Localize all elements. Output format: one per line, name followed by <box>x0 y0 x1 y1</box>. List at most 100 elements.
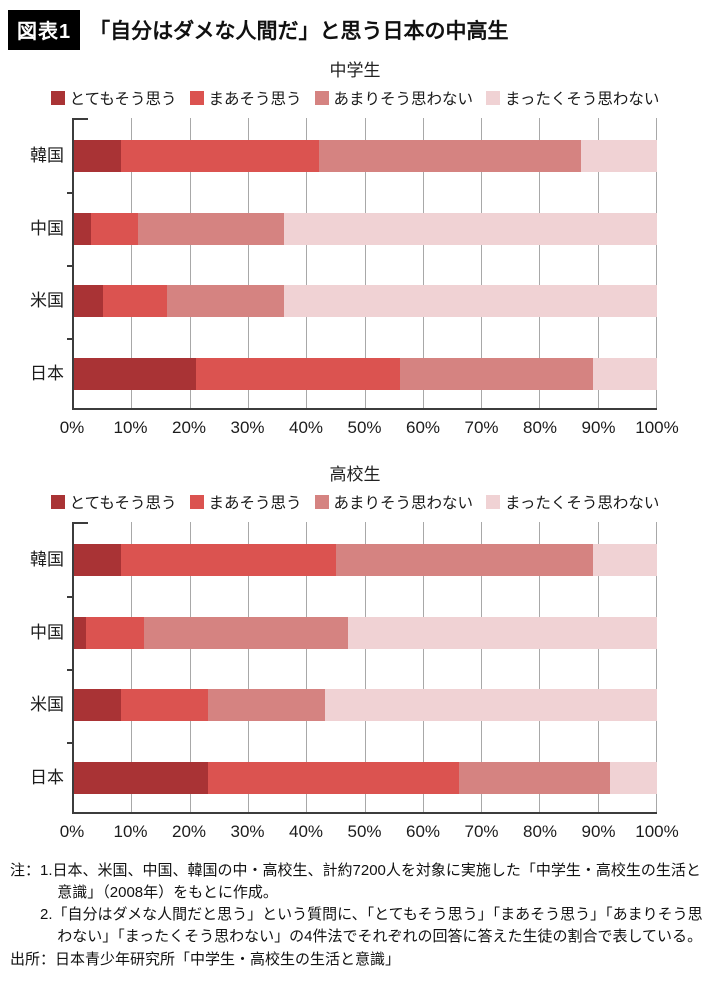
category-label-日本: 日本 <box>30 364 64 383</box>
bar-row-韓国 <box>74 544 657 576</box>
gridline-10 <box>131 522 133 812</box>
chart-high-school: 高校生 とてもそう思う まあそう思う あまりそう思わない まったくそう思わない 韓国中… <box>0 460 710 852</box>
gridline-20 <box>189 522 191 812</box>
figure-number-tag: 図表1 <box>8 10 81 50</box>
gridline-20 <box>189 118 191 408</box>
legend-swatch-icon <box>314 91 329 105</box>
category-label-米国: 米国 <box>30 291 64 310</box>
bar-row-日本 <box>74 358 657 390</box>
note-items: 1.日本、米国、中国、韓国の中・高校生、計約7200人を対象に実施した「中学生・… <box>40 860 704 948</box>
plot-wrap: 韓国 中国 米国 日本 0% 10% 20% 30% 40% 50% 60% 70% 80% 90% 10… <box>0 118 710 448</box>
bar-row-米国 <box>74 689 657 721</box>
bar-segment-日本-1 <box>74 762 209 794</box>
gridline-90 <box>597 118 599 408</box>
x-axis-label-60: 60% <box>405 822 441 841</box>
legend-swatch-icon <box>189 91 204 105</box>
legend-item-3: あまりそう思わない <box>314 491 474 513</box>
gridline-100 <box>656 522 657 812</box>
x-axis-label-0: 0% <box>59 822 85 841</box>
legend-swatch-icon <box>486 91 501 105</box>
bar-segment-韓国-1 <box>74 140 121 172</box>
legend-label: あまりそう思わない <box>333 495 474 512</box>
category-label-米国: 米国 <box>30 695 64 714</box>
legend-label: まあそう思う <box>208 495 302 512</box>
x-axis-label-10: 10% <box>113 822 148 841</box>
note-prefix: 注： <box>10 862 41 879</box>
x-axis-label-90: 90% <box>581 822 616 841</box>
bar-segment-日本-1 <box>74 358 197 390</box>
x-axis-label-50: 50% <box>347 822 382 841</box>
x-axis-label-100: 100% <box>635 822 679 841</box>
bar-segment-中国-2 <box>85 617 144 649</box>
category-label-韓国: 韓国 <box>30 146 64 165</box>
y-axis-tick-3 <box>67 742 74 744</box>
legend-swatch-icon <box>50 495 65 509</box>
note-item-2: 2.「自分はダメな人間だと思う」という質問に、「とてもそう思う」「まあそう思う」… <box>40 906 703 946</box>
legend: とてもそう思う まあそう思う あまりそう思わない まったくそう思わない <box>0 87 710 109</box>
bar-segment-日本-4 <box>592 358 657 390</box>
legend-item-1: とてもそう思う <box>50 491 177 513</box>
bar-row-日本 <box>74 762 657 794</box>
bar-segment-日本-4 <box>610 762 657 794</box>
category-label-韓国: 韓国 <box>30 550 64 569</box>
x-axis-label-80: 80% <box>522 822 558 841</box>
gridline-80 <box>539 118 541 408</box>
y-axis-top-cap <box>72 118 88 120</box>
x-axis-label-90: 90% <box>581 418 616 437</box>
bar-segment-韓国-4 <box>581 140 657 172</box>
legend-item-4: まったくそう思わない <box>486 491 659 513</box>
legend-item-3: あまりそう思わない <box>314 87 474 109</box>
bar-segment-中国-4 <box>283 213 657 245</box>
bar-segment-米国-2 <box>103 285 168 317</box>
x-axis-label-100: 100% <box>635 418 679 437</box>
bar-segment-米国-1 <box>74 689 121 721</box>
x-axis-label-70: 70% <box>464 418 499 437</box>
legend-swatch-icon <box>189 495 204 509</box>
legend-label: まあそう思う <box>208 91 302 108</box>
bar-segment-中国-2 <box>91 213 139 245</box>
x-axis-label-0: 0% <box>59 418 85 437</box>
bar-segment-韓国-2 <box>120 544 337 576</box>
legend-label: とてもそう思う <box>69 91 177 108</box>
gridline-60 <box>422 522 424 812</box>
bar-segment-日本-3 <box>458 762 611 794</box>
gridline-10 <box>131 118 133 408</box>
bar-segment-中国-1 <box>74 213 92 245</box>
legend-swatch-icon <box>314 495 329 509</box>
bar-row-中国 <box>74 617 657 649</box>
gridline-90 <box>597 522 599 812</box>
bar-row-中国 <box>74 213 657 245</box>
legend: とてもそう思う まあそう思う あまりそう思わない まったくそう思わない <box>0 491 710 513</box>
gridline-100 <box>656 118 657 408</box>
x-axis-label-70: 70% <box>464 822 499 841</box>
gridline-50 <box>364 522 366 812</box>
gridline-40 <box>306 522 308 812</box>
chart-middle-school: 中学生 とてもそう思う まあそう思う あまりそう思わない まったくそう思わない 韓国中… <box>0 56 710 448</box>
bar-segment-日本-2 <box>196 358 401 390</box>
x-axis-label-10: 10% <box>113 418 148 437</box>
x-axis-label-30: 30% <box>230 418 265 437</box>
gridline-30 <box>247 522 249 812</box>
legend-swatch-icon <box>50 91 65 105</box>
y-axis-top-cap <box>72 522 88 524</box>
gridline-80 <box>539 522 541 812</box>
plot-wrap: 韓国 中国 米国 日本 0% 10% 20% 30% 40% 50% 60% 70% 80% 90% 10… <box>0 522 710 852</box>
gridline-70 <box>481 118 483 408</box>
bar-row-米国 <box>74 285 657 317</box>
plot-area: 韓国 中国 米国 日本 <box>30 118 657 410</box>
chart-title: 高校生 <box>329 465 381 484</box>
y-axis-tick-1 <box>67 596 74 598</box>
legend-item-4: まったくそう思わない <box>486 87 659 109</box>
legend-swatch-icon <box>486 495 501 509</box>
y-axis-tick-1 <box>67 192 74 194</box>
note-row: 注： 1.日本、米国、中国、韓国の中・高校生、計約7200人を対象に実施した「中… <box>10 860 704 948</box>
bar-segment-韓国-3 <box>318 140 582 172</box>
bar-segment-米国-4 <box>283 285 657 317</box>
bar-segment-中国-3 <box>138 213 284 245</box>
legend-label: まったくそう思わない <box>505 91 660 108</box>
source-line: 出所：日本青少年研究所「中学生・高校生の生活と意識」 <box>10 951 401 969</box>
bar-segment-日本-3 <box>400 358 593 390</box>
category-label-中国: 中国 <box>30 219 64 238</box>
legend-label: あまりそう思わない <box>333 91 474 108</box>
